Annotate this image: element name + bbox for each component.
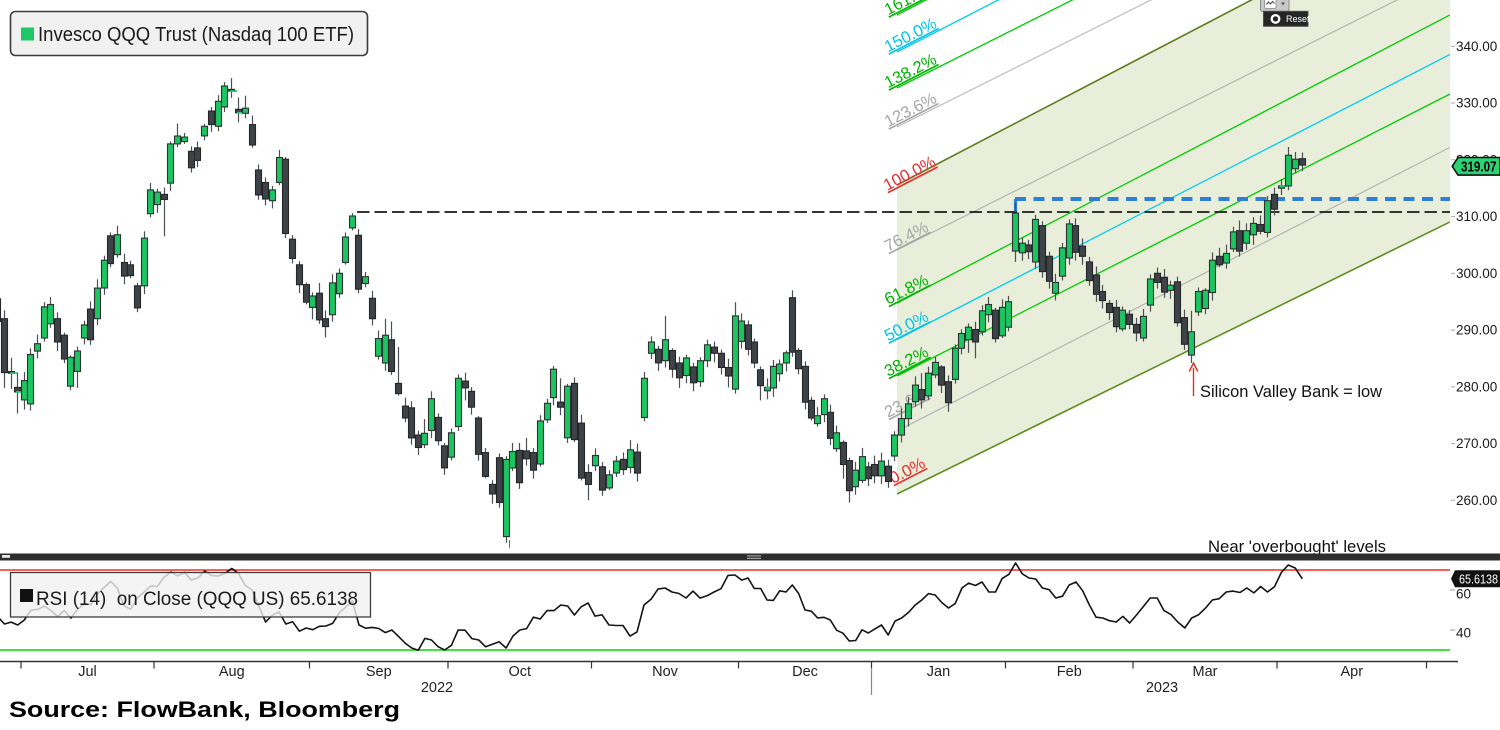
svg-text:330.00: 330.00 [1456,96,1497,111]
svg-text:Dec: Dec [792,664,818,680]
svg-text:Near 'overbought' levels: Near 'overbought' levels [1208,538,1386,556]
svg-text:340.00: 340.00 [1456,39,1497,54]
svg-text:2022: 2022 [421,680,453,696]
svg-text:Mar: Mar [1193,664,1218,680]
svg-text:270.00: 270.00 [1456,436,1497,451]
svg-text:40: 40 [1456,626,1471,641]
svg-text:Jan: Jan [927,664,950,680]
svg-text:280.00: 280.00 [1456,379,1497,394]
svg-text:Sep: Sep [366,664,392,680]
svg-text:Source: FlowBank, Bloomberg: Source: FlowBank, Bloomberg [9,697,400,722]
svg-text:300.00: 300.00 [1456,266,1497,281]
svg-text:Invesco QQQ Trust (Nasdaq 100: Invesco QQQ Trust (Nasdaq 100 ETF) [38,24,354,46]
svg-text:Silicon Valley Bank = low: Silicon Valley Bank = low [1200,383,1382,401]
svg-text:Aug: Aug [219,664,245,680]
svg-text:Nov: Nov [652,664,679,680]
svg-text:RSI (14) on Close (QQQ US) 65: RSI (14) on Close (QQQ US) 65.6138 [36,588,358,610]
svg-text:2023: 2023 [1146,680,1178,696]
svg-text:Reset: Reset [1286,14,1310,24]
svg-text:Oct: Oct [509,664,532,680]
svg-text:Feb: Feb [1057,664,1082,680]
svg-text:60: 60 [1456,587,1471,602]
svg-text:260.00: 260.00 [1456,493,1497,508]
svg-text:Jul: Jul [78,664,97,680]
svg-text:310.00: 310.00 [1456,209,1497,224]
svg-text:Apr: Apr [1341,664,1364,680]
svg-text:290.00: 290.00 [1456,323,1497,338]
svg-text:319.07: 319.07 [1461,160,1497,176]
svg-text:65.6138: 65.6138 [1459,572,1498,586]
